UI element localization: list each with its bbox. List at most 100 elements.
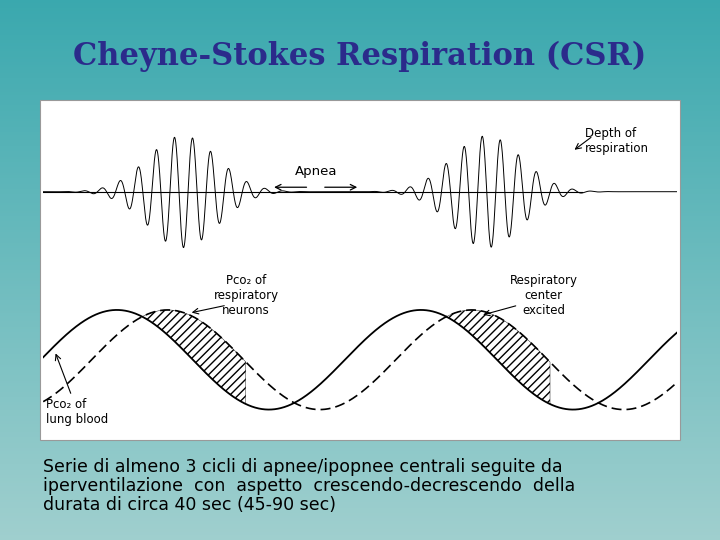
Bar [0,127,720,130]
Bar [0,381,720,383]
Bar [0,238,720,240]
Text: Apnea: Apnea [294,165,337,178]
Bar [0,351,720,354]
Bar [0,94,720,97]
Bar [0,410,720,413]
Bar [0,297,720,300]
Bar [0,57,720,59]
Bar [0,49,720,51]
Bar [0,456,720,459]
Bar [0,392,720,394]
Text: Cheyne-Stokes Respiration (CSR): Cheyne-Stokes Respiration (CSR) [73,41,647,72]
Bar [0,200,720,202]
Bar [0,413,720,416]
Bar [0,227,720,229]
Bar [0,321,720,324]
Bar [0,184,720,186]
Bar [0,486,720,489]
Bar [0,348,720,351]
Bar [0,535,720,537]
Bar [0,440,720,443]
Bar [0,300,720,302]
Bar [0,327,720,329]
Bar [0,51,720,54]
Bar [0,24,720,27]
Bar [0,165,720,167]
Bar [0,92,720,94]
Bar [0,386,720,389]
Bar [0,521,720,524]
Bar [0,532,720,535]
Bar [0,448,720,451]
Bar [0,437,720,440]
Bar [0,192,720,194]
Bar [0,343,720,346]
Bar [0,143,720,146]
Text: Depth of
respiration: Depth of respiration [585,127,649,156]
Bar [0,516,720,518]
Bar [0,176,720,178]
Bar [0,181,720,184]
Bar [0,219,720,221]
Bar [0,270,720,273]
Bar [0,435,720,437]
Bar [0,89,720,92]
Bar [0,432,720,435]
Bar [0,221,720,224]
Bar [0,310,720,313]
Bar [0,497,720,500]
Bar [0,154,720,157]
Bar [0,162,720,165]
Bar [0,170,720,173]
Bar [0,54,720,57]
Bar [0,38,720,40]
Bar [0,130,720,132]
Bar [0,451,720,454]
Text: Pco₂ of
lung blood: Pco₂ of lung blood [46,398,109,426]
Bar [0,59,720,62]
Bar [0,464,720,467]
Bar [0,35,720,38]
Bar [0,446,720,448]
Bar [0,529,720,532]
Bar [0,454,720,456]
Bar [0,254,720,256]
Bar [0,111,720,113]
Bar [0,278,720,281]
Bar [0,224,720,227]
Bar [0,383,720,386]
Bar [0,265,720,267]
Bar [0,202,720,205]
Bar [0,359,720,362]
Bar [0,338,720,340]
Bar [0,273,720,275]
Bar [0,122,720,124]
Bar [0,397,720,400]
Bar [0,186,720,189]
Bar [0,510,720,513]
Bar [0,148,720,151]
Bar [0,481,720,483]
Bar [0,505,720,508]
Bar [0,427,720,429]
Bar [0,329,720,332]
Bar [0,189,720,192]
Bar [0,356,720,359]
Bar [0,443,720,445]
Bar [0,135,720,138]
Bar [0,478,720,481]
Bar [0,502,720,505]
Bar [0,418,720,421]
Bar [0,400,720,402]
Bar [0,68,720,70]
Bar [0,256,720,259]
Bar [0,462,720,464]
Bar [0,378,720,381]
Bar [0,246,720,248]
Bar [0,408,720,410]
Bar [0,70,720,73]
Text: Respiratory
center
excited: Respiratory center excited [510,274,577,317]
Bar [0,308,720,310]
Bar [0,84,720,86]
Bar [0,76,720,78]
